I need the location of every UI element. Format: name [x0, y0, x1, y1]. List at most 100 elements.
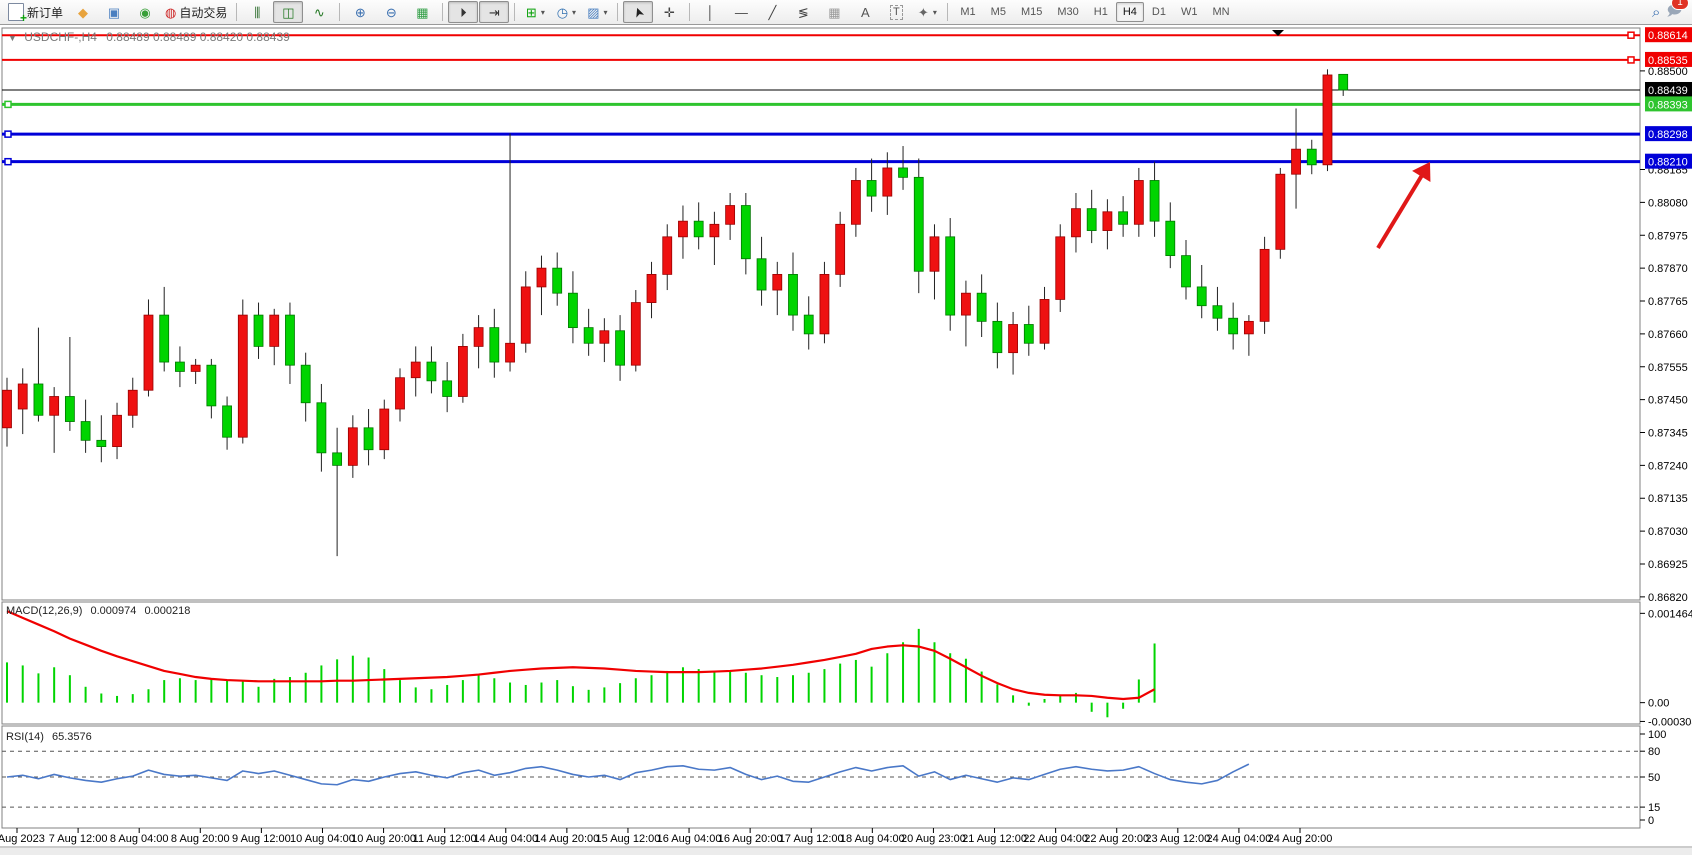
candle-body: [1149, 180, 1160, 222]
candle-body: [316, 402, 327, 454]
timeframe-button-m1[interactable]: M1: [960, 6, 976, 18]
candle-body: [395, 377, 405, 410]
time-label: 8 Aug 20:00: [171, 833, 230, 845]
candle-body: [678, 220, 688, 238]
toolbar-separator: [947, 3, 949, 21]
horizontal-line-button[interactable]: —: [726, 1, 756, 23]
fibonacci-icon: ≶: [797, 4, 809, 20]
new-order-icon: [8, 3, 27, 25]
toolbar-separator: [689, 3, 691, 21]
candle-body: [803, 314, 814, 335]
timeframe-button-mn[interactable]: MN: [1212, 6, 1230, 18]
new-order-button[interactable]: 新订单: [4, 1, 67, 25]
templates-icon: ▨: [587, 4, 600, 20]
text-button[interactable]: A: [850, 1, 880, 23]
new-order-label: 新订单: [27, 5, 64, 20]
indicators-button[interactable]: ⊞ ▾: [520, 1, 550, 23]
candle-body: [206, 364, 217, 407]
candle-body: [740, 205, 751, 260]
time-label: 11 Aug 12:00: [413, 833, 477, 845]
candle-body: [379, 408, 390, 451]
horizontal-line-icon: —: [734, 4, 748, 20]
text-label-button[interactable]: T: [881, 1, 911, 23]
vertical-line-button[interactable]: │: [695, 1, 725, 23]
candle-body: [473, 327, 484, 347]
tile-windows-button[interactable]: ▦: [407, 1, 437, 23]
candle-body: [300, 364, 311, 404]
candle-body: [662, 236, 673, 275]
styles-button[interactable]: ◆: [68, 1, 98, 23]
grid-button[interactable]: ▦: [819, 1, 849, 23]
chart-shift-button[interactable]: ⇥: [479, 1, 510, 23]
timeframe-button-d1[interactable]: D1: [1151, 6, 1166, 18]
cursor-button[interactable]: ➤: [623, 1, 654, 23]
timeframe-button-h1[interactable]: H1: [1093, 6, 1108, 18]
line-chart-button[interactable]: ∿: [304, 1, 334, 23]
fibonacci-button[interactable]: ≶: [788, 1, 818, 23]
zoom-in-button[interactable]: ⊕: [345, 1, 375, 23]
grid-icon: ▦: [828, 4, 841, 20]
timeframe-button-m15[interactable]: M15: [1020, 6, 1043, 18]
scroll-to-end-marker[interactable]: [1272, 30, 1284, 36]
candle-body: [552, 267, 563, 294]
rsi-tick-label: 80: [1648, 746, 1660, 758]
chart-dropdown-icon[interactable]: ▼: [8, 33, 17, 43]
periods-button[interactable]: ◷ ▾: [551, 1, 581, 23]
candle-body: [725, 205, 736, 225]
time-label: 15 Aug 12:00: [596, 833, 661, 845]
candle-body: [615, 330, 625, 366]
timeframe-button-m5[interactable]: M5: [990, 6, 1006, 18]
time-label: 22 Aug 04:00: [1023, 833, 1088, 845]
timeframe-button-w1[interactable]: W1: [1180, 6, 1198, 18]
chart-window-button[interactable]: ▣: [99, 1, 129, 23]
macd-tick-label: 0.00: [1648, 698, 1669, 710]
candle-body: [929, 236, 940, 272]
autotrading-label: 自动交易: [179, 5, 228, 20]
arrows-button[interactable]: ✦ ▾: [912, 1, 942, 23]
templates-button[interactable]: ▨ ▾: [582, 1, 612, 23]
price-tick-label: 0.87870: [1648, 263, 1688, 275]
time-label: 7 Aug 12:00: [49, 833, 108, 845]
line-anchor: [4, 157, 12, 166]
price-line-label-bg: [1645, 126, 1692, 142]
news-button[interactable]: ◉: [130, 1, 160, 23]
candle-body: [410, 361, 421, 379]
time-label: 22 Aug 20:00: [1084, 833, 1149, 845]
auto-scroll-button[interactable]: ⏵: [448, 1, 479, 23]
candle-body: [64, 396, 75, 422]
price-tick-label: 0.87345: [1648, 428, 1688, 440]
indicators-icon: ⊞: [525, 4, 537, 20]
timeframe-button-m30[interactable]: M30: [1057, 6, 1079, 18]
candle-body: [819, 273, 830, 335]
time-label: 9 Aug 12:00: [232, 833, 291, 845]
zoom-out-button[interactable]: ⊖: [376, 1, 406, 23]
timeframe-button-h4[interactable]: H4: [1115, 2, 1144, 22]
candle-body: [646, 273, 657, 303]
rsi-label: RSI(14): [6, 731, 44, 743]
candle-body: [520, 286, 531, 344]
time-label: 10 Aug 04:00: [290, 833, 355, 845]
rsi-tick-label: 0: [1648, 815, 1654, 827]
price-tick-label: 0.87135: [1648, 493, 1688, 505]
bar-chart-button[interactable]: ⫼: [242, 1, 272, 23]
chat-button[interactable]: 🗩 1: [1666, 0, 1689, 24]
autotrading-button[interactable]: ◍ 自动交易: [161, 1, 231, 23]
arrow-annotation-head[interactable]: [1412, 162, 1431, 182]
candle-body: [363, 427, 374, 451]
chart-window-icon: ▣: [107, 4, 121, 20]
candle-body: [788, 273, 798, 316]
candle-body: [1102, 211, 1113, 231]
candlestick-icon: ◫: [282, 4, 295, 20]
candle-body: [945, 236, 956, 316]
candle-body: [630, 302, 641, 366]
trendline-icon: ╱: [768, 4, 777, 20]
crosshair-button[interactable]: ✛: [654, 1, 684, 23]
trendline-button[interactable]: ╱: [757, 1, 787, 23]
time-label: 16 Aug 04:00: [657, 833, 722, 845]
price-tick-label: 0.86820: [1648, 592, 1688, 604]
arrow-annotation-shaft[interactable]: [1376, 169, 1427, 250]
search-icon[interactable]: ⌕: [1652, 3, 1661, 21]
cursor-icon: ➤: [629, 4, 648, 20]
candlestick-button[interactable]: ◫: [273, 1, 304, 23]
